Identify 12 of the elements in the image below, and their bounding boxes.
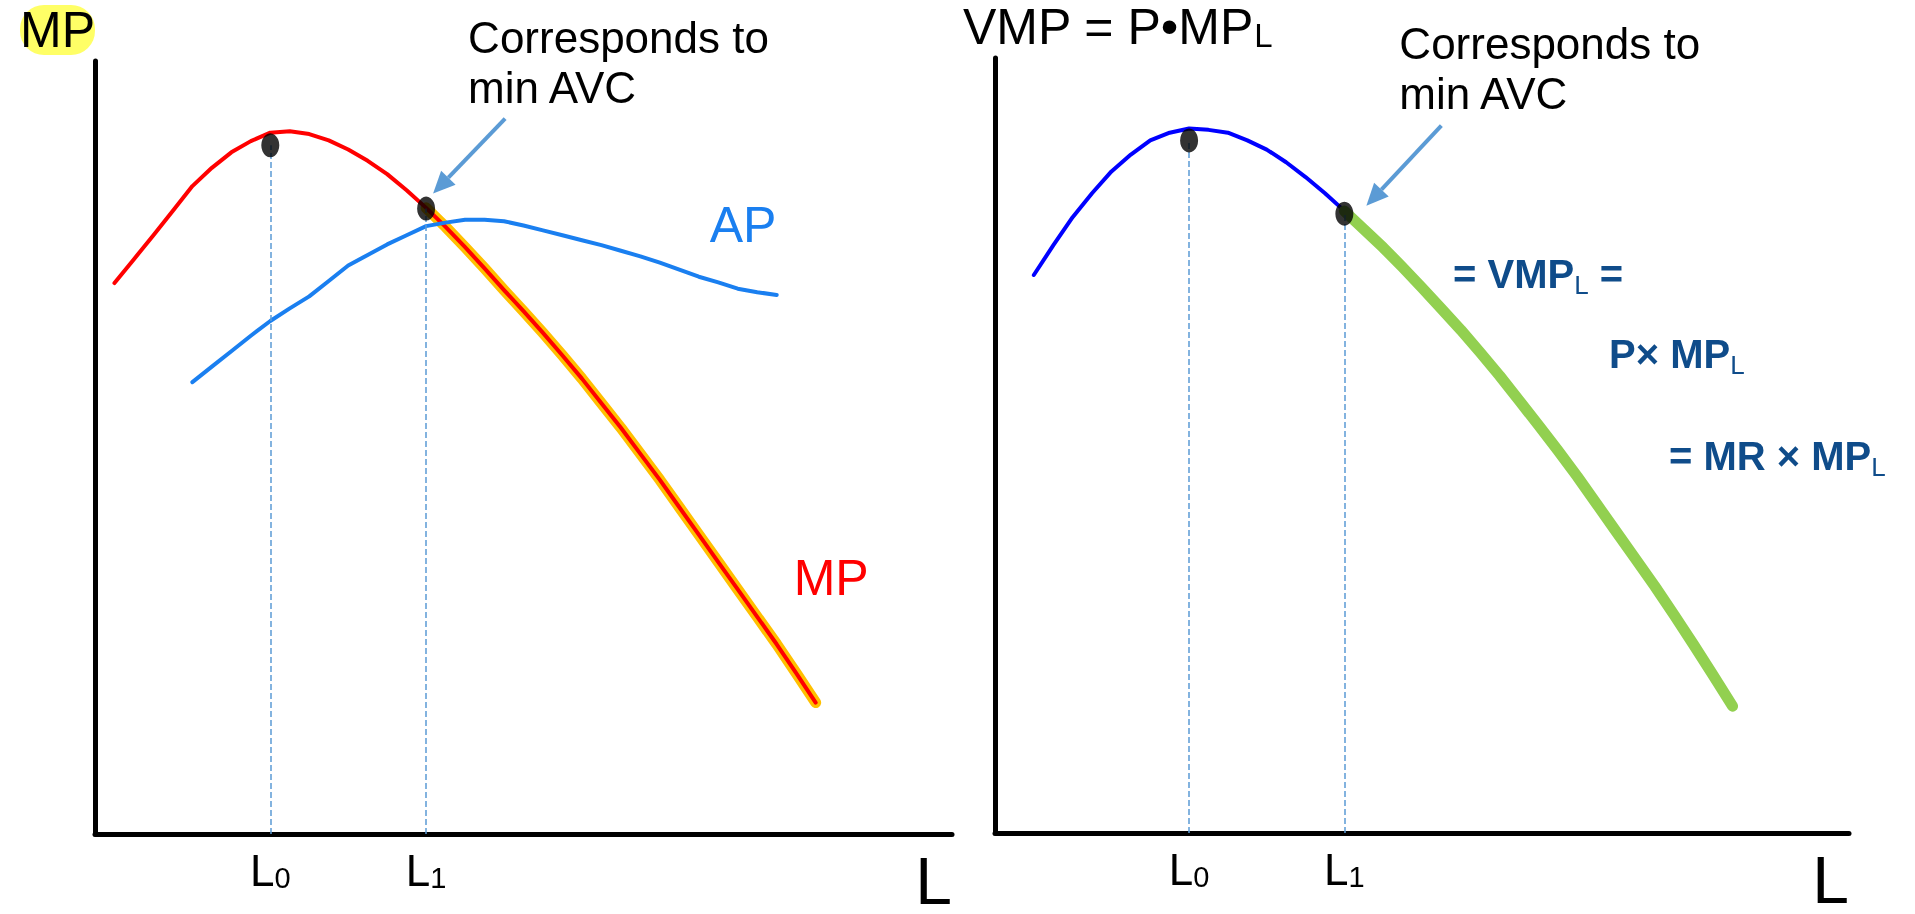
y-axis-title: VMP = P•MPL [963,0,1273,55]
x-tick-label: L1 [1324,844,1365,894]
annotation: Corresponds to min AVC [468,13,769,113]
x-tick-label: L0 [249,845,291,895]
x-tick-label: L1 [405,845,447,895]
series-label: AP [709,197,777,254]
x-tick-label: L0 [1168,844,1210,894]
series-label: MP [793,549,869,606]
annotation: Corresponds to min AVC [1399,19,1701,119]
y-axis-title: MP [20,2,95,58]
x-axis-title: L [1812,843,1849,914]
x-axis-title: L [915,844,952,914]
